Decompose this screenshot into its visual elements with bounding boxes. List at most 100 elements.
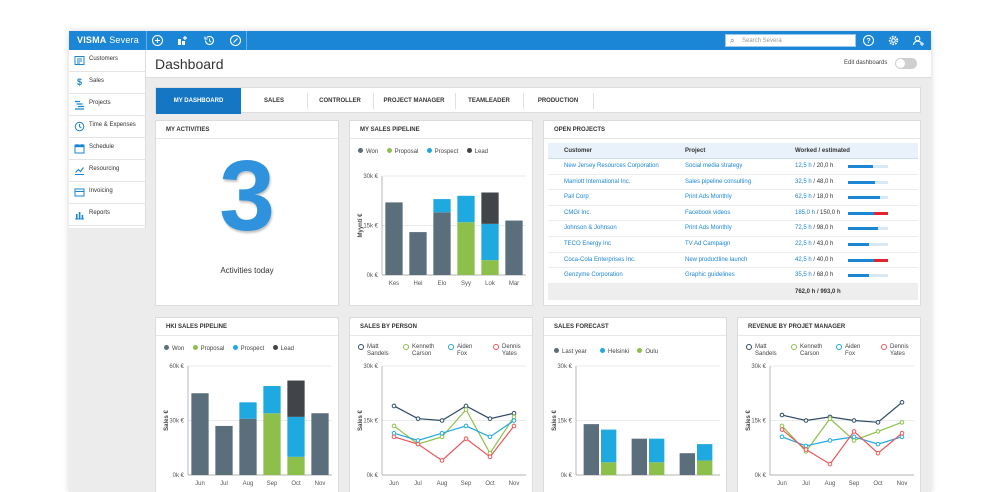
legend-prospect: Prospect — [426, 148, 459, 155]
chart-legend: Won Proposal Prospect Lead — [164, 345, 294, 352]
bar-proposal — [287, 456, 305, 475]
activities-count[interactable]: 3 — [219, 140, 275, 252]
x-tick-label: Jul — [220, 481, 228, 487]
sidebar-item-sales[interactable]: $ Sales — [69, 72, 146, 94]
project-link[interactable]: Print Ads Monthly — [685, 225, 732, 232]
legend-label: Aiden Fox — [457, 344, 473, 357]
table-row[interactable]: New Jersey Resources Corporation Social m… — [548, 159, 918, 175]
sidebar-item-reports[interactable]: Reports — [69, 204, 146, 226]
tab-my-dashboard[interactable]: MY DASHBOARD — [156, 88, 241, 114]
edit-dashboards-toggle[interactable] — [895, 58, 917, 69]
progress-bar — [848, 227, 888, 231]
x-tick-label: Syy — [461, 281, 471, 287]
invoice-icon — [74, 187, 85, 198]
add-resource-icon[interactable] — [176, 34, 189, 47]
tab-controller[interactable]: CONTROLLER — [319, 98, 361, 104]
project-link[interactable]: New productline launch — [685, 256, 748, 263]
projects-icon — [74, 99, 85, 110]
hki-sales-pipeline-card: HKI SALES PIPELINE Won Proposal Prospect… — [155, 317, 339, 492]
table-row[interactable]: CMGI Inc. Facebook videos 185,0 h / 150,0 … — [548, 206, 918, 222]
tab-production[interactable]: PRODUCTION — [537, 98, 579, 104]
customer-link[interactable]: Coca-Cola Enterprises Inc. — [564, 256, 636, 263]
table-row[interactable]: TECO Energy Inc TV Ad Campaign 22,5 h / 43… — [548, 237, 918, 253]
card-divider — [156, 335, 338, 336]
point-dennis-yates — [391, 434, 397, 440]
table-row[interactable]: Johnson & Johnson Print Ads Monthly 72,5 h… — [548, 221, 918, 237]
estimated-hours: / 20,0 h — [811, 163, 834, 169]
line-kenneth-carson — [781, 417, 903, 453]
line-dennis-yates — [781, 429, 903, 465]
legend-won: Won — [358, 148, 378, 155]
project-link[interactable]: Print Ads Monthly — [685, 194, 732, 201]
y-tick-label: 15k € — [363, 224, 378, 230]
sidebar-item-resourcing[interactable]: Resourcing — [69, 160, 146, 182]
sidebar-item-time-expenses[interactable]: Time & Expenses — [69, 116, 146, 138]
help-icon[interactable]: ? — [862, 34, 875, 47]
worked-estimated-value: 72,5 h / 98,0 h — [795, 225, 833, 231]
customer-link[interactable]: Marriott International Inc. — [564, 178, 631, 185]
estimated-hours: / 150,0 h — [815, 209, 841, 216]
point-aiden-fox — [439, 430, 445, 436]
bar-helsinki — [649, 438, 665, 463]
legend-label: Last year — [562, 349, 587, 355]
customer-link[interactable]: Pall Corp — [564, 194, 589, 201]
customer-link[interactable]: New Jersey Resources Corporation — [564, 163, 659, 169]
table-row[interactable]: Genzyme Corporation Graphic guidelines 35,… — [548, 268, 918, 284]
project-link[interactable]: Facebook videos — [685, 209, 731, 216]
card-divider — [544, 138, 920, 139]
worked-hours: 185,0 h — [795, 209, 816, 216]
progress-bar — [848, 274, 888, 278]
tab-teamleader[interactable]: TEAMLEADER — [468, 98, 510, 104]
legend-matt-sandels: Matt Sandels — [746, 344, 786, 358]
my-sales-pipeline-chart: 30k € 15k € 0k € Myynti € Kes Hei Elo Syy Lok Mar — [358, 174, 526, 287]
legend-oulu: Oulu — [637, 348, 658, 355]
bar-oulu — [601, 462, 617, 475]
table-row[interactable]: Coca-Cola Enterprises Inc. New productlin… — [548, 253, 918, 269]
customer-link[interactable]: Genzyme Corporation — [564, 272, 623, 279]
column-project[interactable]: Project — [685, 148, 706, 154]
bar-prospect — [263, 385, 281, 414]
sidebar-item-projects[interactable]: Projects — [69, 94, 146, 116]
customer-link[interactable]: Johnson & Johnson — [564, 225, 617, 232]
bar-won — [385, 202, 403, 275]
worked-estimated-value: 32,5 h / 48,0 h — [795, 179, 833, 185]
project-link[interactable]: Social media strategy — [685, 163, 743, 169]
x-tick-label: Oct — [291, 481, 301, 487]
tab-project-manager[interactable]: PROJECT MANAGER — [383, 98, 445, 104]
table-row[interactable]: Marriott International Inc. Sales pipelin… — [548, 175, 918, 191]
y-tick-label: 30k € — [557, 364, 572, 370]
legend-label: Prospect — [434, 149, 459, 155]
timer-icon[interactable] — [229, 34, 242, 47]
sidebar-item-invoicing[interactable]: Invoicing — [69, 182, 146, 204]
progress-fill — [848, 180, 876, 184]
worked-hours: 35,5 h — [795, 272, 812, 279]
user-icon[interactable] — [912, 34, 925, 47]
customer-link[interactable]: TECO Energy Inc — [564, 241, 612, 247]
tab-sales[interactable]: SALES — [263, 98, 284, 104]
customer-link[interactable]: CMGI Inc. — [564, 209, 592, 216]
point-dennis-yates — [899, 430, 905, 436]
search-input[interactable]: ⌕ Search Severa — [725, 34, 856, 47]
project-link[interactable]: TV Ad Campaign — [685, 241, 731, 247]
column-worked-estimated[interactable]: Worked / estimated — [795, 148, 850, 154]
open-projects-card: OPEN PROJECTS Customer Project Worked / … — [543, 120, 921, 306]
x-tick-label: Sep — [267, 481, 278, 487]
point-dennis-yates — [779, 427, 785, 432]
point-matt-sandels — [391, 403, 397, 409]
sidebar-item-schedule[interactable]: Schedule — [69, 138, 146, 160]
bar-won — [191, 393, 209, 475]
sidebar-item-customers[interactable]: Customers — [69, 50, 146, 72]
project-link[interactable]: Graphic guidelines — [685, 272, 735, 279]
progress-overrun — [874, 258, 888, 262]
sidebar-item-label: Projects — [89, 100, 111, 106]
legend-label: Lead — [474, 149, 488, 155]
add-icon[interactable] — [151, 34, 164, 47]
column-customer[interactable]: Customer — [564, 148, 593, 154]
project-link[interactable]: Sales pipeline consulting — [685, 178, 752, 185]
point-matt-sandels — [803, 418, 809, 423]
settings-icon[interactable] — [887, 34, 900, 47]
tab-separator — [523, 93, 524, 109]
legend-aiden-fox: Aiden Fox — [836, 344, 876, 358]
history-icon[interactable] — [203, 34, 216, 47]
table-row[interactable]: Pall Corp Print Ads Monthly 62,5 h / 18,0 … — [548, 190, 918, 206]
